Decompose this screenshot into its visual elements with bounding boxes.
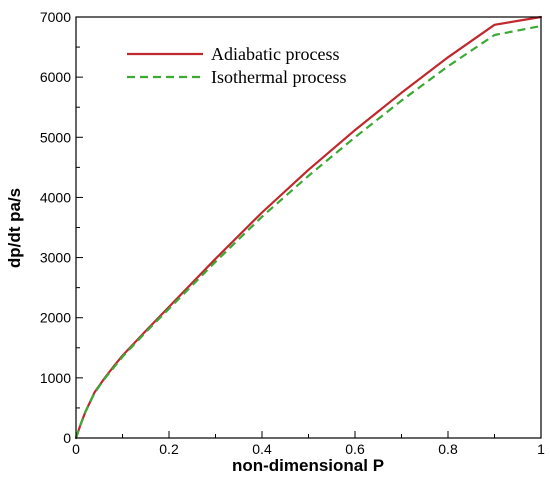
series-line-isothermal: [74, 24, 542, 439]
y-tick-label: 2000: [40, 310, 71, 326]
y-tick-label: 6000: [40, 69, 71, 85]
y-tick-label: 0: [63, 430, 71, 446]
y-tick-label: 7000: [40, 9, 71, 25]
legend-label: Isothermal process: [211, 67, 346, 87]
ticks-layer: 0 0.2 0.4 0.6 0.8 1 0 1000 2000 3000 4000 5000 6000 7…: [40, 9, 545, 457]
x-tick-label: 0.2: [159, 441, 179, 457]
x-tick-label: 0.8: [438, 441, 458, 457]
y-tick-label: 4000: [40, 189, 71, 205]
series-layer: [74, 15, 543, 440]
x-tick-label: 1: [537, 441, 545, 457]
y-tick-label: 1000: [40, 370, 71, 386]
y-axis-title: dp/dt pa/s: [5, 188, 24, 268]
x-tick-label: 0.4: [252, 441, 272, 457]
y-tick-label: 3000: [40, 250, 71, 266]
x-axis-title: non-dimensional P: [232, 456, 384, 475]
legend: Adiabatic process Isothermal process: [127, 44, 346, 87]
x-tick-label: 0.6: [345, 441, 365, 457]
x-tick-label: 0: [72, 441, 80, 457]
y-tick-label: 5000: [40, 129, 71, 145]
legend-label: Adiabatic process: [211, 44, 339, 64]
